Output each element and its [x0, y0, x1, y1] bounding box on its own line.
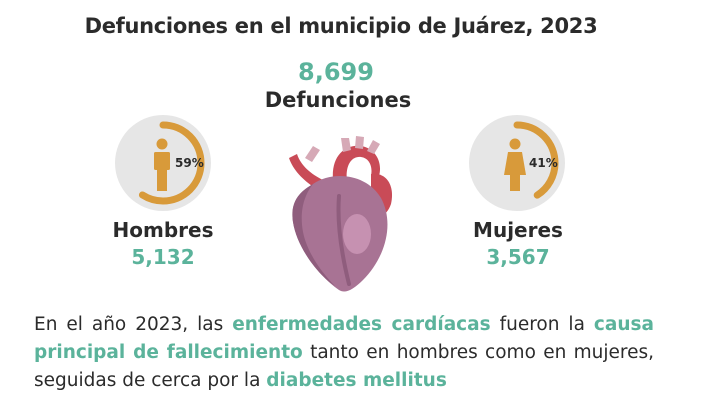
men-label: Hombres	[112, 218, 214, 242]
note-highlight-heart-disease: enfermedades cardíacas	[232, 314, 491, 335]
page-title: Defunciones en el municipio de Juárez, 2…	[84, 14, 598, 38]
women-label: Mujeres	[473, 218, 563, 242]
note-text: tanto en hombres como en mujeres, seguid…	[34, 342, 654, 391]
note-text: En el año 2023, las	[34, 314, 233, 335]
note-highlight-diabetes: diabetes mellitus	[266, 370, 447, 391]
note-text: fueron la	[490, 314, 594, 335]
total-deaths-value: 8,699	[298, 58, 374, 86]
heart-icon	[275, 136, 405, 296]
male-person-icon	[154, 138, 170, 191]
note-highlight-main-cause: causa principal de fallecimiento	[34, 314, 654, 363]
men-value: 5,132	[131, 245, 195, 269]
women-percent: 41%	[529, 156, 558, 170]
women-value: 3,567	[486, 245, 550, 269]
summary-note: En el año 2023, las enfermedades cardíac…	[34, 311, 654, 395]
men-percent: 59%	[175, 156, 204, 170]
men-gauge: 59%	[115, 115, 211, 211]
total-deaths-label: Defunciones	[264, 88, 412, 112]
female-person-icon	[504, 138, 526, 191]
women-gauge: 41%	[469, 115, 565, 211]
